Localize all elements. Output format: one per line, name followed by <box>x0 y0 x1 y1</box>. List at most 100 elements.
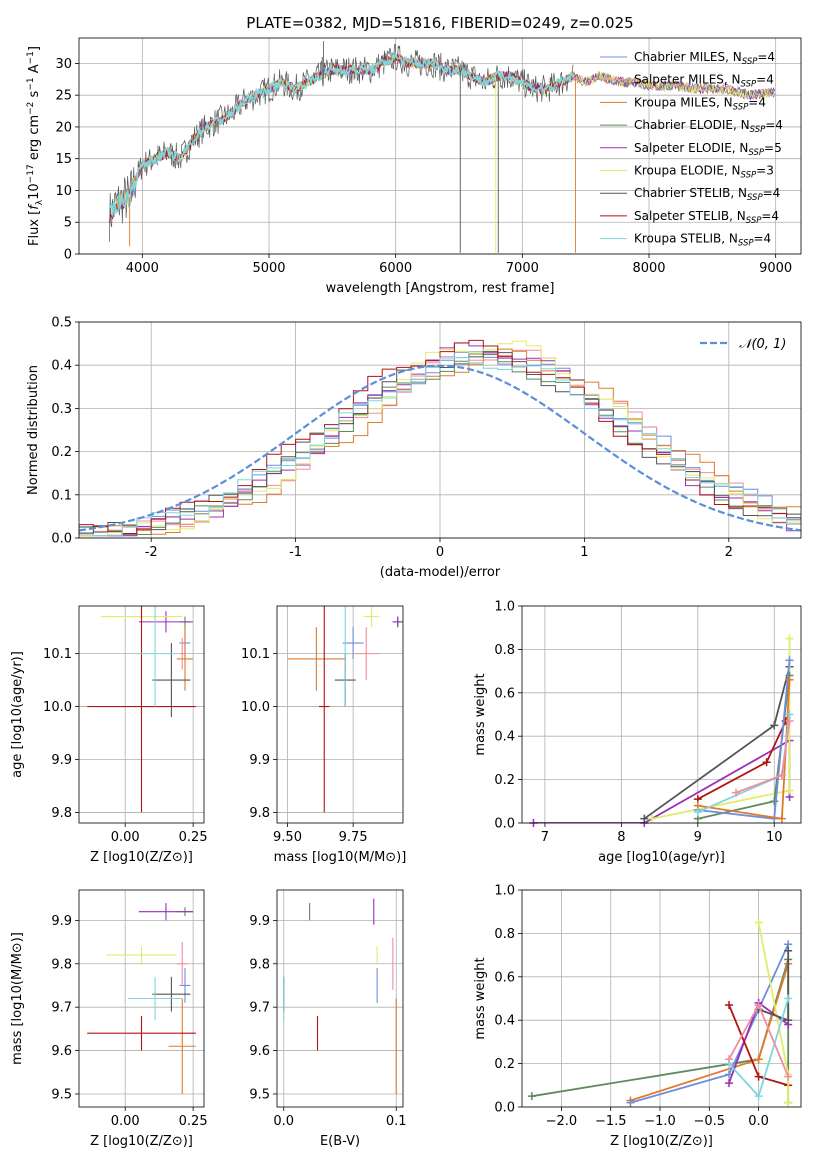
ebv_mass-panel: 0.0 0.1 9.5 9.6 9.7 9.8 9.9 <box>249 889 407 1129</box>
x-axis-label: Z [log10(Z/Z⊙)] <box>90 1134 193 1149</box>
y-tick-label: 15 <box>55 152 72 167</box>
y-tick-label: 9.8 <box>51 957 72 972</box>
x-axis-label: wavelength [Angstrom, rest frame] <box>326 281 555 296</box>
x-tick-label: 0.0 <box>748 1114 769 1129</box>
x-tick-label: 0.00 <box>111 830 140 845</box>
y-tick-label: 10.1 <box>43 647 72 662</box>
y-tick-label: 0.8 <box>494 927 515 942</box>
legend-text: Salpeter ELODIE, N <box>634 141 748 155</box>
y-tick-label: 0.6 <box>494 970 515 985</box>
y-tick-label: 0.0 <box>494 817 515 832</box>
y-axis-label-part: −1 <box>26 51 36 64</box>
y-tick-label: 9.6 <box>249 1044 270 1059</box>
x-tick-label: −1.5 <box>595 1114 627 1129</box>
y-tick-label: 0.6 <box>494 686 515 701</box>
legend-text: Chabrier MILES, N <box>634 50 742 64</box>
y-tick-label: 9.9 <box>249 914 270 929</box>
legend-tail: =5 <box>764 141 782 155</box>
y-tick-label: 0.0 <box>51 532 72 547</box>
legend-tail: =4 <box>765 118 783 132</box>
legend-tail: =4 <box>761 209 779 223</box>
legend-label: Chabrier MILES, NSSP=4 <box>634 50 775 67</box>
x-tick-label: 0.25 <box>179 1114 208 1129</box>
legend-sub: SSP <box>748 148 764 158</box>
axes-frame <box>276 605 404 824</box>
legend-text: Kroupa ELODIE, N <box>634 164 741 178</box>
legend-tail: =3 <box>756 164 774 178</box>
grid <box>522 605 801 824</box>
x-tick-label: −1.0 <box>644 1114 676 1129</box>
x-tick-label: 0 <box>436 545 444 560</box>
x-tick-label: 7 <box>541 830 549 845</box>
legend-sub: SSP <box>742 57 758 67</box>
z_mass-panel: 0.00 0.25 9.5 9.6 9.7 9.8 9.9 <box>51 889 208 1129</box>
y-axis-label-part: 10 <box>27 183 42 200</box>
x-tick-label: 9.75 <box>339 830 368 845</box>
legend-tail: =4 <box>754 232 772 246</box>
x-tick-label: −0.5 <box>694 1114 726 1129</box>
legend-sub: SSP <box>750 125 766 135</box>
x-tick-label: 8 <box>617 830 625 845</box>
y-axis-label-part: erg cm <box>27 115 42 164</box>
legend-sub: SSP <box>738 239 754 249</box>
x-tick-label: 9 <box>694 830 702 845</box>
y-tick-label: 1.0 <box>494 884 515 899</box>
legend-tail: =4 <box>756 73 774 87</box>
y-tick-label: 9.5 <box>51 1087 72 1102</box>
grid <box>277 890 403 1107</box>
x-tick-label: 0.1 <box>386 1114 407 1129</box>
y-tick-label: 9.9 <box>249 753 270 768</box>
x-axis-label: Z [log10(Z/Z⊙)] <box>90 850 193 865</box>
weight-line <box>533 738 791 823</box>
x-tick-label: 5000 <box>252 261 285 276</box>
y-tick-label: 10.1 <box>241 647 270 662</box>
y-tick-label: 0.2 <box>494 773 515 788</box>
y-axis-label: mass [log10(M/M⊙)] <box>10 932 25 1065</box>
legend-tail: =4 <box>757 50 775 64</box>
y-axis-label-part: A <box>27 64 42 77</box>
weight-line <box>643 666 791 820</box>
x-tick-label: -1 <box>289 545 302 560</box>
y-tick-label: 0.2 <box>51 445 72 460</box>
grid <box>277 606 403 823</box>
y-axis-label: age [log10(age/yr)] <box>10 651 25 778</box>
spectrum-panel: 4000 5000 6000 7000 8000 9000 0 5 10 15 20 25 30 <box>55 37 802 276</box>
legend-text: Salpeter STELIB, N <box>634 209 746 223</box>
x-tick-label: 7000 <box>506 261 539 276</box>
x-tick-label: 9000 <box>759 261 792 276</box>
legend-sub: SSP <box>747 193 763 203</box>
chart-title: PLATE=0382, MJD=51816, FIBERID=0249, z=0… <box>246 14 633 32</box>
y-tick-label: 9.9 <box>51 914 72 929</box>
legend-label: Salpeter STELIB, NSSP=4 <box>634 209 779 226</box>
gaussian-curve <box>79 364 801 532</box>
y-axis-label-part: −17 <box>26 164 36 183</box>
y-tick-label: 1.0 <box>494 600 515 615</box>
histogram-series <box>79 340 801 538</box>
residuals-panel: -2 -1 0 1 2 0.0 0.1 0.2 0.3 0.4 0.5 <box>51 316 802 560</box>
y-tick-label: 0.2 <box>494 1057 515 1072</box>
y-tick-label: 0.4 <box>51 359 72 374</box>
y-tick-label: 9.8 <box>249 957 270 972</box>
x-tick-label: 1 <box>580 545 588 560</box>
y-tick-label: 0.4 <box>494 1014 515 1029</box>
x-axis-label: (data-model)/error <box>380 565 501 580</box>
y-tick-label: 25 <box>55 89 72 104</box>
axes-frame <box>521 605 802 824</box>
y-tick-label: 9.9 <box>51 753 72 768</box>
legend-tail: =4 <box>748 95 766 109</box>
y-axis-label-part: ] <box>27 46 42 51</box>
legend-label: Chabrier ELODIE, NSSP=4 <box>634 118 783 135</box>
y-axis-label-part: Flux [ <box>27 210 42 246</box>
spectrum-line <box>108 51 573 216</box>
x-tick-label: 0.25 <box>179 830 208 845</box>
x-axis-label: mass [log10(M/M⊙)] <box>274 850 407 865</box>
x-axis-label: Z [log10(Z/Z⊙)] <box>610 1134 713 1149</box>
legend-sub: SSP <box>746 216 762 226</box>
y-axis-label-part: −2 <box>26 102 36 115</box>
y-tick-label: 10.0 <box>241 700 270 715</box>
y-axis-label: Flux [fλ10−17 erg cm−2 s−1 A−1] <box>26 46 45 246</box>
axes-frame <box>521 889 802 1108</box>
x-tick-label: 6000 <box>379 261 412 276</box>
x-axis-label: E(B-V) <box>320 1134 360 1149</box>
